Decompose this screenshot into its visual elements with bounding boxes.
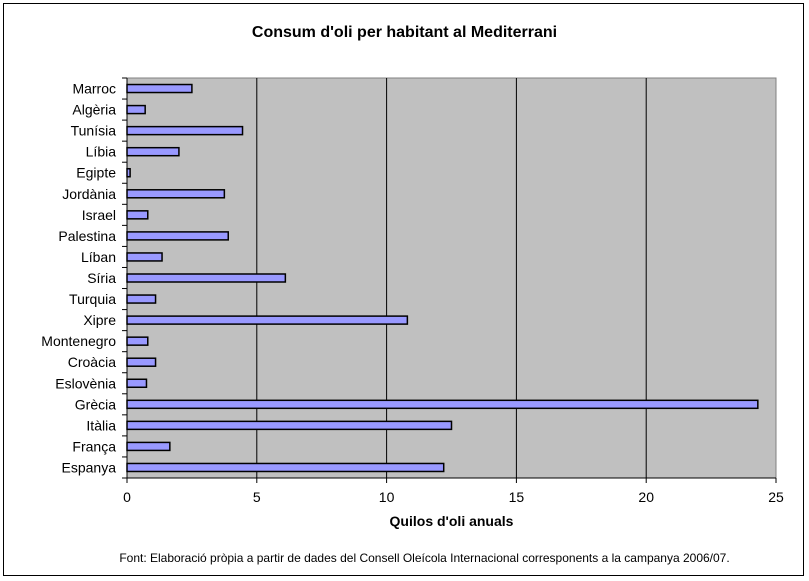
x-tick-label-15: 15 — [509, 489, 525, 505]
y-category-label: Israel — [82, 207, 116, 223]
y-category-label: Egipte — [76, 165, 116, 181]
y-category-label: Tunísia — [71, 123, 117, 139]
y-category-label: Montenegro — [41, 333, 116, 349]
x-axis-title: Quilos d'oli anuals — [390, 513, 514, 529]
y-category-label: Xipre — [83, 312, 116, 328]
bar — [126, 336, 149, 346]
bar — [126, 294, 157, 304]
x-tick-label-25: 25 — [768, 489, 784, 505]
y-category-label: França — [72, 438, 116, 454]
x-tick-label-5: 5 — [253, 489, 261, 505]
y-category-label: Itàlia — [86, 417, 116, 433]
y-category-label: Líban — [81, 249, 116, 265]
source-note: Font: Elaboració pròpia a partir de dade… — [119, 551, 730, 565]
bar — [126, 146, 180, 157]
bar — [126, 357, 157, 367]
bar — [126, 210, 149, 220]
bar — [126, 462, 445, 473]
y-category-label: Eslovènia — [55, 375, 116, 391]
y-category-label: Algèria — [72, 102, 116, 118]
bar — [126, 167, 131, 178]
bar — [126, 399, 759, 410]
chart-title: Consum d'oli per habitant al Mediterrani — [251, 24, 558, 41]
bar — [126, 441, 171, 452]
x-tick-label-0: 0 — [123, 489, 131, 505]
bar — [126, 104, 146, 115]
y-category-label: Palestina — [58, 228, 116, 244]
y-category-label: Croàcia — [68, 354, 116, 370]
bar — [126, 315, 409, 325]
y-category-label: Turquia — [69, 291, 116, 307]
bar — [126, 420, 453, 431]
y-category-label: Líbia — [86, 144, 117, 160]
bar — [126, 189, 226, 199]
bar — [126, 252, 163, 262]
y-category-label: Jordània — [62, 186, 116, 202]
y-category-label: Síria — [87, 270, 116, 286]
y-category-label: Marroc — [72, 81, 116, 97]
bar — [126, 83, 193, 94]
bar — [126, 378, 148, 389]
x-tick-label-20: 20 — [638, 489, 654, 505]
bar — [126, 231, 229, 241]
y-category-label: Espanya — [62, 459, 117, 475]
y-category-label: Grècia — [75, 396, 116, 412]
x-tick-label-10: 10 — [379, 489, 395, 505]
bar — [126, 125, 244, 136]
bar — [126, 273, 287, 283]
